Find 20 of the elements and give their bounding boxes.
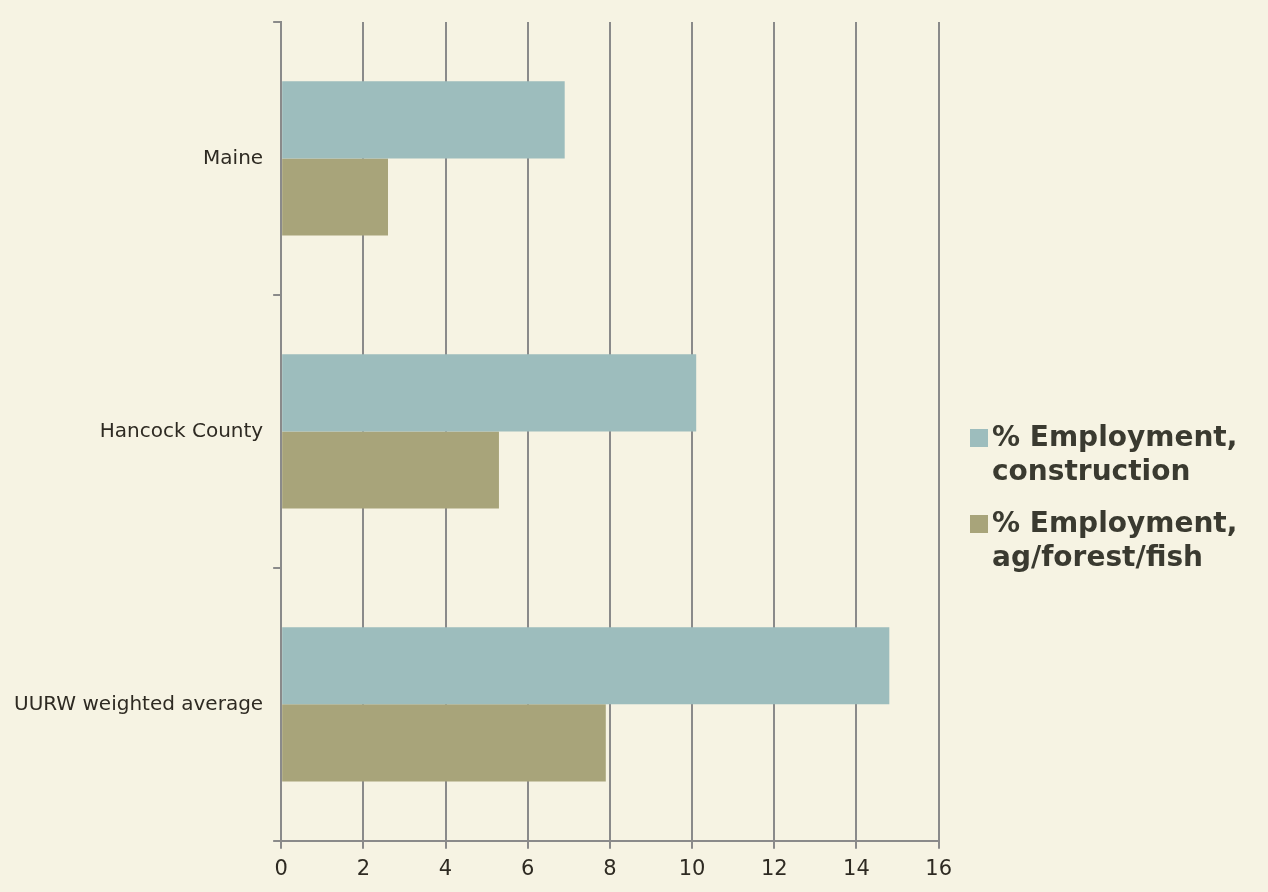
- x-tick-label: 6: [521, 855, 535, 880]
- bar: [282, 431, 499, 509]
- x-tick-label: 14: [843, 855, 870, 880]
- x-tick-label: 0: [274, 855, 288, 880]
- bar: [282, 627, 890, 705]
- x-tick-label: 2: [356, 855, 371, 880]
- legend-label: % Employment, construction: [992, 420, 1239, 488]
- y-tick-label: Hancock County: [99, 417, 264, 442]
- x-tick-label: 16: [925, 855, 953, 880]
- bar: [282, 158, 388, 236]
- y-tick-label: UURW weighted average: [13, 690, 264, 715]
- x-tick-label: 10: [678, 855, 706, 880]
- bar: [282, 81, 565, 159]
- bar: [282, 354, 697, 432]
- x-tick-label: 8: [603, 855, 617, 880]
- legend-label: % Employment, ag/forest/fish: [992, 506, 1239, 574]
- y-tick-label: Maine: [203, 144, 264, 169]
- x-tick-label: 4: [438, 855, 453, 880]
- bar: [282, 704, 606, 782]
- x-tick-label: 12: [760, 855, 788, 880]
